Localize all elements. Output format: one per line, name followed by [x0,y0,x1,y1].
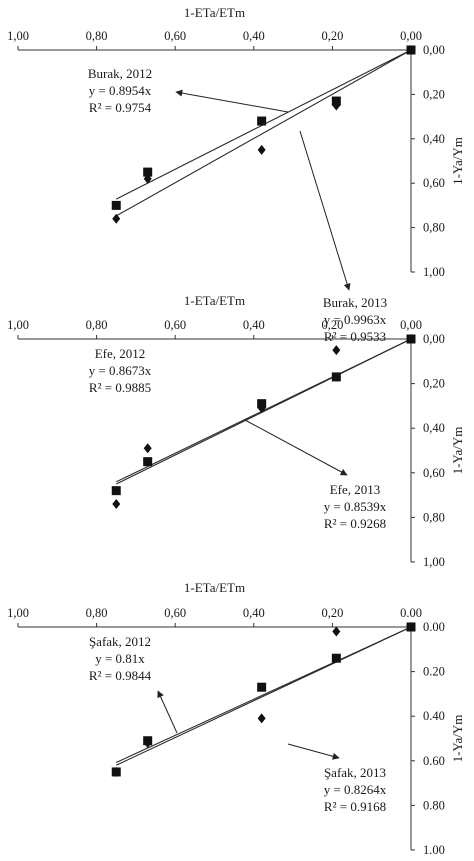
y-tick-label: 0.20 [423,665,445,679]
x-axis-title: 1-ETa/ETm [184,293,245,308]
data-point-diamond [407,622,415,632]
data-point-diamond [112,766,121,777]
annotation-equation: y = 0.9963x [324,312,387,327]
y-axis-title: 1-Ya/Ym [450,427,465,475]
annotation-r2: R² = 0.9754 [89,100,152,115]
x-tick-label: 1,00 [7,29,29,43]
annotation-arrow [157,690,178,734]
x-tick-label: 0.00 [400,606,422,620]
x-axis-title: 1-ETa/ETm [184,580,245,595]
data-point-square [257,116,267,126]
y-tick-label: 0,80 [423,221,445,235]
chart-panel-3: 1-ETa/ETm 1,00 0,80 0,60 0,40 0,20 0.000.00 0.2… [7,580,465,857]
annotation-equation: y = 0.8954x [89,83,152,98]
data-point-square [257,682,267,692]
data-point-square [143,457,153,467]
y-tick-label: 1,00 [423,265,445,279]
x-tick-label: 0,00 [400,318,422,332]
y-axis-title: 1-Ya/Ym [450,715,465,763]
annotation-equation: y = 0.8673x [89,363,152,378]
x-tick-label: 0,20 [321,29,343,43]
annotation-series-name: Şafak, 2013 [324,765,386,780]
data-point-diamond [143,443,152,454]
data-point-diamond [257,403,266,414]
data-point-square [331,372,341,382]
x-tick-label: 0,40 [243,318,265,332]
data-point-diamond [407,334,415,344]
y-tick-label: 0.60 [423,754,445,768]
y-tick-label: 0.40 [423,709,445,723]
x-tick-label: 0,20 [321,318,343,332]
annotation-r2: R² = 0.9268 [324,516,386,531]
data-point-diamond [143,737,152,748]
annotation-r2: R² = 0.9885 [89,380,151,395]
data-point-square [143,167,153,177]
annotation-arrow [175,89,289,113]
data-point-diamond [332,626,341,637]
y-tick-label: 0,40 [423,421,445,435]
x-axis-title: 1-ETa/ETm [184,5,245,20]
y-tick-label: 0.80 [423,798,445,812]
y-tick-label: 0,20 [423,377,445,391]
x-tick-label: 0,80 [86,318,108,332]
x-tick-label: 0,40 [243,606,265,620]
y-axis-title: 1-Ya/Ym [450,137,465,185]
x-tick-label: 0,80 [86,606,108,620]
annotation-series-name: Şafak, 2012 [89,634,151,649]
annotation-r2: R² = 0.9844 [89,668,152,683]
data-point-diamond [112,499,121,510]
data-point-square [111,486,121,496]
data-point-square [111,200,121,210]
annotation-equation: y = 0.8539x [324,499,387,514]
data-point-diamond [332,345,341,356]
annotation-r2: R² = 0.9168 [324,799,386,814]
annotation-equation: y = 0.81x [95,651,145,666]
y-tick-label: 0,80 [423,510,445,524]
data-point-square [331,653,341,663]
y-tick-label: 1,00 [423,555,445,569]
y-tick-label: 0,00 [423,43,445,57]
data-point-diamond [407,45,415,55]
y-tick-label: 1.00 [423,843,445,857]
x-tick-label: 0,60 [164,29,186,43]
trendline-square [115,49,412,217]
data-point-diamond [112,213,121,224]
x-tick-label: 1,00 [7,606,29,620]
y-tick-label: 0,60 [423,176,445,190]
data-point-diamond [143,173,152,184]
y-tick-label: 0,00 [423,332,445,346]
annotation-arrow [244,419,348,476]
annotation-series-name: Efe, 2012 [95,346,146,361]
chart-panel-2: 1-ETa/ETm 1,00 0,80 0,60 0,40 0,20 0,000,00 0,2… [7,293,465,569]
x-tick-label: 0,00 [400,29,422,43]
y-tick-label: 0,60 [423,466,445,480]
annotation-arrow [299,130,351,291]
x-tick-label: 0,60 [164,606,186,620]
annotation-arrow [287,743,340,760]
x-tick-label: 0,60 [164,318,186,332]
annotation-r2: R² = 0.9533 [324,329,386,344]
data-point-diamond [332,100,341,111]
y-tick-label: 0.00 [423,620,445,634]
data-point-diamond [257,713,266,724]
y-tick-label: 0,20 [423,87,445,101]
x-tick-label: 0,20 [321,606,343,620]
trendline-square [116,626,412,766]
data-point-diamond [257,144,266,155]
annotation-series-name: Burak, 2013 [323,295,387,310]
x-tick-label: 0,40 [243,29,265,43]
annotation-series-name: Efe, 2013 [330,482,381,497]
annotation-series-name: Burak, 2012 [88,66,152,81]
annotation-equation: y = 0.8264x [324,782,387,797]
y-tick-label: 0,40 [423,132,445,146]
x-tick-label: 1,00 [7,318,29,332]
x-tick-label: 0,80 [86,29,108,43]
